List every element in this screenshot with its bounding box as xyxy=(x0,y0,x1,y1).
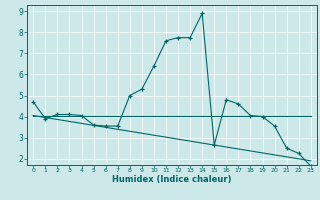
X-axis label: Humidex (Indice chaleur): Humidex (Indice chaleur) xyxy=(112,175,232,184)
